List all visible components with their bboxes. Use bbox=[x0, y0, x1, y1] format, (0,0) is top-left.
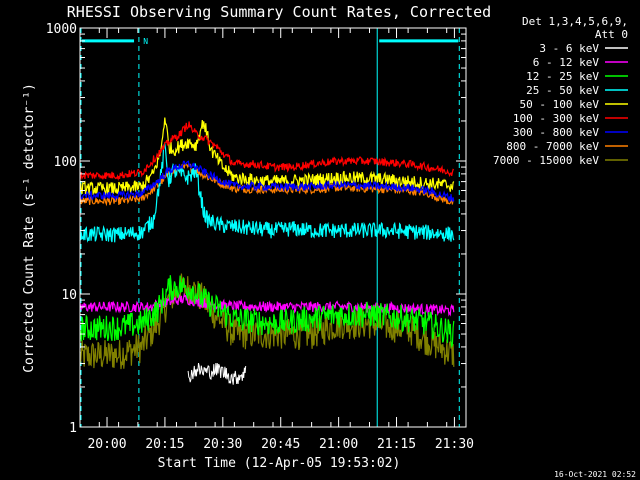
x-tick-label-0: 20:00 bbox=[87, 437, 126, 452]
y-tick-label-2: 100 bbox=[54, 155, 77, 170]
legend-header-1: Att 0 bbox=[595, 28, 628, 41]
y-tick-label-1: 10 bbox=[61, 288, 77, 303]
series-line-8 bbox=[79, 273, 455, 370]
x-tick-label-1: 20:15 bbox=[145, 437, 184, 452]
x-tick-label-5: 21:15 bbox=[377, 437, 416, 452]
footer-timestamp: 16-Oct-2021 02:52 bbox=[554, 470, 636, 479]
series-line-3 bbox=[79, 143, 455, 243]
series-line-5 bbox=[79, 121, 455, 182]
legend-label-7: 800 - 7000 keV bbox=[506, 140, 599, 153]
series-layer: N bbox=[79, 28, 460, 427]
series-line-0 bbox=[187, 362, 247, 385]
x-axis: 20:00 20:15 20:30 20:45 21:00 21:15 21:30 bbox=[79, 28, 474, 452]
y-axis-label: Corrected Count Rate (s⁻¹ detector⁻¹) bbox=[22, 83, 37, 373]
legend-label-2: 12 - 25 keV bbox=[526, 70, 599, 83]
x-tick-label-3: 20:45 bbox=[261, 437, 300, 452]
legend-label-5: 100 - 300 keV bbox=[513, 112, 599, 125]
legend-label-8: 7000 - 15000 keV bbox=[493, 154, 599, 167]
x-axis-label: Start Time (12-Apr-05 19:53:02) bbox=[158, 456, 401, 471]
series-line-2 bbox=[79, 275, 455, 349]
flag-marker-label: N bbox=[143, 37, 148, 46]
x-tick-label-2: 20:30 bbox=[203, 437, 242, 452]
chart-title: RHESSI Observing Summary Count Rates, Co… bbox=[67, 3, 491, 21]
series-line-6 bbox=[79, 160, 455, 202]
series-line-1 bbox=[79, 292, 455, 317]
y-axis: 1 10 100 1000 bbox=[46, 22, 466, 436]
legend-header-0: Det 1,3,4,5,6,9, bbox=[522, 15, 628, 28]
legend-label-0: 3 - 6 keV bbox=[539, 42, 599, 55]
legend-label-6: 300 - 800 keV bbox=[513, 126, 599, 139]
y-tick-label-3: 1000 bbox=[46, 22, 77, 37]
x-tick-label-6: 21:30 bbox=[435, 437, 474, 452]
time-markers bbox=[80, 28, 460, 427]
series-line-4 bbox=[79, 117, 455, 198]
legend-label-3: 25 - 50 keV bbox=[526, 84, 599, 97]
x-tick-label-4: 21:00 bbox=[319, 437, 358, 452]
y-tick-label-0: 1 bbox=[69, 421, 77, 436]
legend-label-4: 50 - 100 keV bbox=[520, 98, 600, 111]
legend-label-1: 6 - 12 keV bbox=[533, 56, 600, 69]
